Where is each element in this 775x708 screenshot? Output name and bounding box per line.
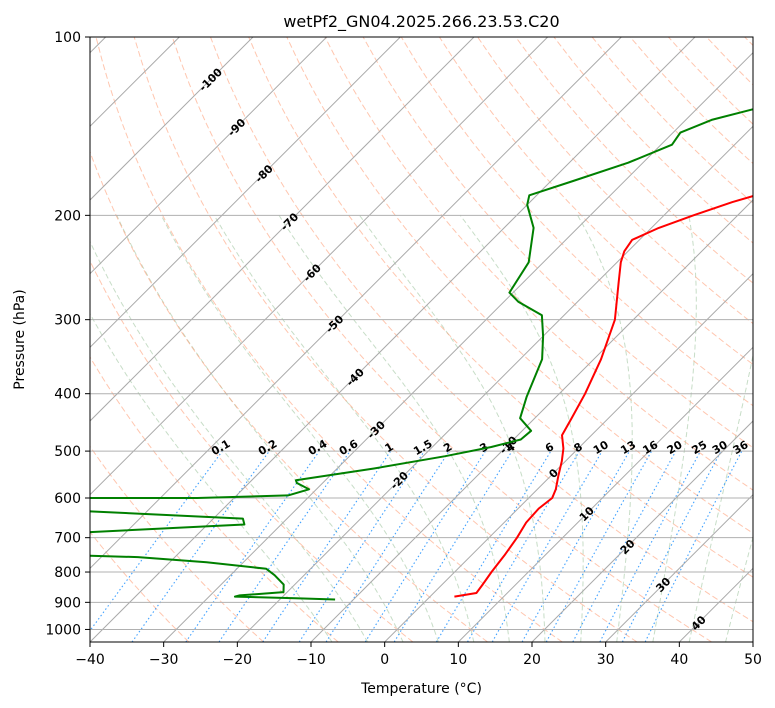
isotherm-line [605,493,753,642]
isotherm-line [90,37,254,201]
moist-adiabat [160,214,439,642]
mixing-ratio-line [325,450,450,642]
y-tick-label: 200 [54,208,81,224]
isotherm-line [163,51,753,642]
moist-adiabat [90,240,369,642]
y-axis-label: Pressure (hPa) [12,289,28,389]
x-tick-label: −20 [223,652,253,668]
x-tick-label: 20 [523,652,541,668]
dry-adiabat [90,531,190,642]
mixing-ratio-line [131,450,270,642]
moist-adiabat [116,214,404,642]
y-tick-label: 300 [54,313,81,329]
mixing-ratio-line [572,450,677,642]
x-tick-label: −10 [296,652,326,668]
dewpoint-profile [90,108,753,601]
x-tick-label: 30 [597,652,615,668]
dry-adiabat [95,37,563,642]
dry-adiabat [400,37,753,407]
mixing-ratio-line [298,450,425,642]
x-axis: −40 −30 −20 −10 0 10 20 30 40 50 [75,642,762,668]
plot-frame [89,36,754,643]
moist-adiabat [213,214,475,642]
dry-adiabat [90,445,264,642]
dry-adiabat [248,37,753,578]
isotherm-line [90,37,549,496]
mixing-ratio-line [262,450,392,642]
isotherm-line [90,37,328,275]
isotherm-line [384,272,753,642]
mixing-ratio-line [644,450,743,642]
background-lines [90,37,753,642]
x-tick-label: 10 [449,652,467,668]
x-tick-label: 50 [744,652,762,668]
isotherm-line [90,37,622,570]
y-tick-label: 700 [54,531,81,547]
moist-adiabat [688,352,753,642]
y-tick-label: 600 [54,491,81,507]
mixing-ratio-line [90,450,223,632]
moist-adiabat [652,215,697,642]
isotherm-line [236,125,753,642]
chart-title: wetPf2_GN04.2025.266.23.53.C20 [283,12,559,32]
y-tick-label: 1000 [45,622,81,638]
dry-adiabat [515,37,753,284]
mixing-ratio-line [521,450,630,642]
sounding-series [90,108,753,601]
moist-adiabat [577,214,633,642]
x-tick-label: −30 [149,652,179,668]
y-tick-label: 400 [54,387,81,403]
x-tick-label: 40 [670,652,688,668]
mixing-ratio-line [393,450,513,642]
moist-adiabat [278,214,510,642]
x-axis-label: Temperature (°C) [360,681,482,697]
x-tick-label: −40 [75,652,105,668]
y-tick-label: 900 [54,595,81,611]
isotherm-line [90,37,475,422]
y-tick-label: 800 [54,565,81,581]
dry-adiabat [90,150,488,642]
y-tick-label: 500 [54,444,81,460]
dry-adiabat [90,356,339,642]
dry-adiabat [133,37,638,642]
x-tick-label: 0 [380,652,389,668]
mixing-ratio-line [218,450,351,642]
mixing-ratio-line [185,450,320,642]
isotherm-line [457,346,753,642]
moist-adiabat [725,535,753,642]
temperature-profile [454,194,753,598]
isotherm-line [90,37,696,642]
isotherm-line [310,199,753,642]
y-tick-label: 100 [54,30,81,46]
isotherm-line [531,420,753,642]
y-axis: 100 200 300 400 500 600 700 800 900 1000 [45,30,90,638]
isotherm-line [90,37,401,349]
dry-adiabat [438,37,753,366]
dry-adiabat [210,37,753,623]
mixing-ratio-line [545,450,653,642]
